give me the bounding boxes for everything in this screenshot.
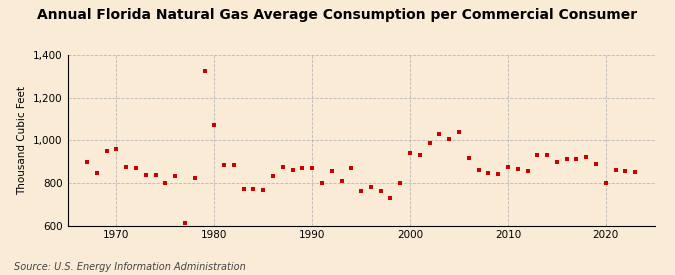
- Point: [395, 181, 406, 185]
- Text: Source: U.S. Energy Information Administration: Source: U.S. Energy Information Administ…: [14, 262, 245, 272]
- Point: [209, 123, 220, 128]
- Point: [258, 188, 269, 192]
- Point: [473, 168, 484, 172]
- Point: [150, 173, 161, 178]
- Point: [454, 130, 464, 134]
- Point: [82, 160, 92, 164]
- Point: [169, 174, 180, 179]
- Point: [297, 166, 308, 170]
- Point: [375, 189, 386, 194]
- Point: [336, 178, 347, 183]
- Point: [111, 147, 122, 151]
- Point: [541, 153, 552, 157]
- Point: [601, 181, 612, 185]
- Point: [610, 168, 621, 172]
- Point: [248, 187, 259, 191]
- Point: [443, 137, 454, 141]
- Point: [91, 171, 102, 175]
- Point: [229, 163, 240, 167]
- Point: [385, 196, 396, 200]
- Point: [532, 153, 543, 157]
- Point: [522, 169, 533, 173]
- Point: [287, 168, 298, 172]
- Point: [121, 165, 132, 169]
- Point: [317, 181, 327, 185]
- Point: [551, 160, 562, 164]
- Point: [199, 69, 210, 73]
- Point: [571, 157, 582, 162]
- Point: [189, 175, 200, 180]
- Point: [561, 157, 572, 162]
- Y-axis label: Thousand Cubic Feet: Thousand Cubic Feet: [18, 86, 28, 195]
- Point: [620, 169, 631, 173]
- Point: [219, 163, 230, 167]
- Point: [356, 189, 367, 194]
- Point: [483, 171, 493, 175]
- Point: [493, 172, 504, 177]
- Point: [414, 153, 425, 157]
- Point: [180, 221, 190, 226]
- Point: [101, 149, 112, 153]
- Point: [277, 165, 288, 169]
- Text: Annual Florida Natural Gas Average Consumption per Commercial Consumer: Annual Florida Natural Gas Average Consu…: [37, 8, 638, 22]
- Point: [425, 141, 435, 146]
- Point: [591, 161, 601, 166]
- Point: [502, 165, 513, 169]
- Point: [327, 169, 338, 173]
- Point: [306, 166, 317, 170]
- Point: [404, 151, 415, 155]
- Point: [267, 174, 278, 179]
- Point: [131, 166, 142, 170]
- Point: [140, 173, 151, 178]
- Point: [580, 155, 591, 160]
- Point: [512, 167, 523, 171]
- Point: [346, 166, 356, 170]
- Point: [238, 187, 249, 191]
- Point: [630, 170, 641, 174]
- Point: [463, 156, 474, 161]
- Point: [434, 132, 445, 136]
- Point: [160, 181, 171, 185]
- Point: [365, 185, 376, 189]
